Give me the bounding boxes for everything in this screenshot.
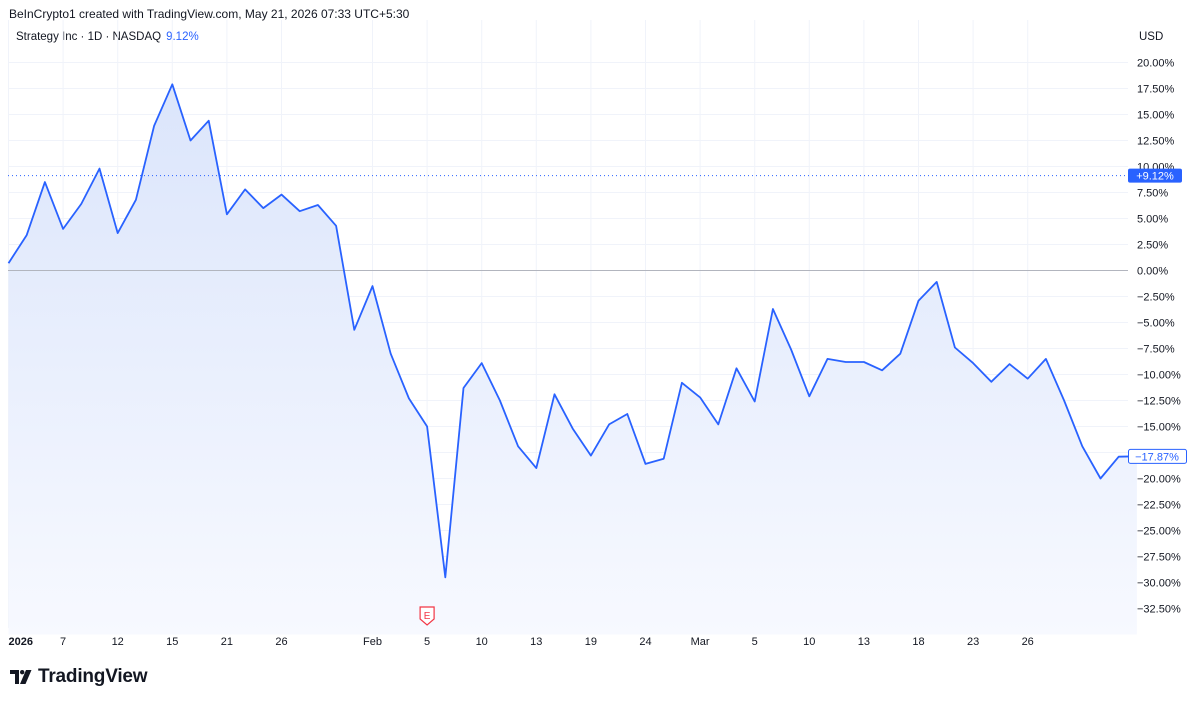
y-tick-label: −32.50%: [1137, 604, 1181, 616]
y-tick-label: −10.00%: [1137, 370, 1181, 382]
event-marker-label: E: [424, 611, 431, 622]
x-tick-label: 13: [530, 636, 542, 648]
price-series: [7, 83, 1137, 579]
y-tick-label: −15.00%: [1137, 422, 1181, 434]
symbol-legend[interactable]: Strategy Inc · 1D · NASDAQ 9.12%: [16, 31, 199, 43]
y-tick-label: 2.50%: [1137, 240, 1168, 252]
y-tick-label: −5.00%: [1137, 318, 1175, 330]
x-tick-label: 18: [912, 636, 924, 648]
x-tick-label: 15: [166, 636, 178, 648]
y-tick-label: −2.50%: [1137, 292, 1175, 304]
x-tick-label: 5: [424, 636, 430, 648]
x-tick-label: 12: [112, 636, 124, 648]
tradingview-logo-icon: [10, 670, 32, 684]
y-tick-label: 0.00%: [1137, 266, 1168, 278]
y-tick-label: −30.00%: [1137, 578, 1181, 590]
y-tick-label: 12.50%: [1137, 136, 1175, 148]
y-tick-label: −27.50%: [1137, 552, 1181, 564]
y-axis[interactable]: 20.00%17.50%15.00%12.50%10.00%7.50%5.00%…: [1137, 58, 1181, 616]
last-price-badge: [1128, 448, 1187, 464]
x-tick-label: 10: [803, 636, 815, 648]
symbol-label: Strategy Inc · 1D · NASDAQ: [16, 31, 162, 43]
chart-caption: BeInCrypto1 created with TradingView.com…: [9, 7, 410, 21]
brand-name: TradingView: [38, 666, 148, 687]
y-tick-label: −25.00%: [1137, 526, 1181, 538]
area-fill-path: [8, 84, 1137, 635]
ref-price-text: +9.12%: [1136, 171, 1174, 183]
x-tick-label: Mar: [691, 636, 710, 648]
y-tick-label: 17.50%: [1137, 84, 1175, 96]
y-tick-label: 20.00%: [1137, 58, 1175, 70]
y-tick-label: 5.00%: [1137, 214, 1168, 226]
x-tick-label: 26: [275, 636, 287, 648]
area-fill: [8, 84, 1137, 635]
x-tick-label: 13: [858, 636, 870, 648]
change-value: 9.12%: [166, 31, 199, 43]
price-labels: +9.12% −17.87%: [1128, 168, 1187, 464]
y-tick-label: −12.50%: [1137, 396, 1181, 408]
x-tick-label: 21: [221, 636, 233, 648]
currency-label[interactable]: USD: [1139, 31, 1164, 43]
x-tick-label: 2026: [9, 636, 33, 648]
y-tick-label: −22.50%: [1137, 500, 1181, 512]
last-price-text: −17.87%: [1135, 451, 1179, 463]
x-tick-label: Feb: [363, 636, 382, 648]
y-tick-label: 7.50%: [1137, 188, 1168, 200]
x-tick-label: 5: [752, 636, 758, 648]
y-tick-label: 15.00%: [1137, 110, 1175, 122]
x-tick-label: 26: [1022, 636, 1034, 648]
earnings-event[interactable]: E: [419, 606, 435, 626]
x-tick-label: 23: [967, 636, 979, 648]
ref-price-badge: [1128, 168, 1182, 183]
y-tick-label: −7.50%: [1137, 344, 1175, 356]
x-tick-label: 19: [585, 636, 597, 648]
y-tick-label: −20.00%: [1137, 474, 1181, 486]
x-tick-label: 7: [60, 636, 66, 648]
x-axis[interactable]: 2026 7 12 15 21 26 Feb 5 10 13 19 24 Mar 5 10 13 18 23 26: [9, 636, 1034, 648]
price-line: [7, 83, 1137, 579]
x-tick-label: 10: [476, 636, 488, 648]
x-tick-label: 24: [639, 636, 651, 648]
event-marker-shape[interactable]: [419, 606, 435, 626]
tradingview-logo[interactable]: TradingView: [10, 666, 148, 688]
